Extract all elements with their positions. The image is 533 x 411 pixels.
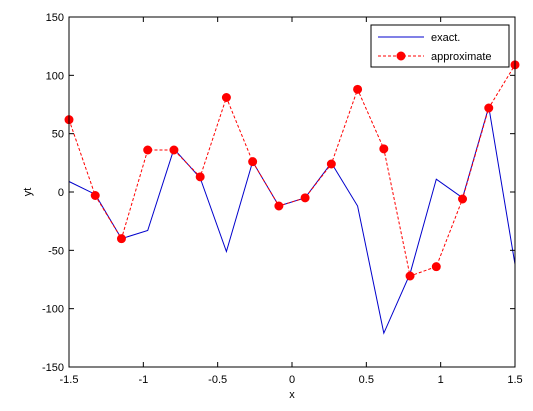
legend-approximate-marker [396, 51, 406, 61]
y-tick-label: -50 [48, 245, 64, 257]
series-approximate-point [116, 234, 126, 244]
x-tick-label: 1 [438, 374, 444, 386]
series-approximate-point [431, 262, 441, 272]
series-approximate-point [484, 103, 494, 113]
x-tick-label: -1 [138, 374, 148, 386]
series-approximate-point [405, 271, 415, 281]
legend-approximate-label: approximate [431, 51, 492, 63]
x-axis-label: x [289, 389, 295, 401]
series-approximate-point [169, 145, 179, 155]
y-tick-label: 0 [58, 187, 64, 199]
series-approximate-point [90, 191, 100, 200]
legend-exact-label: exact. [431, 32, 460, 44]
series-approximate-point [143, 145, 153, 155]
x-tick-label: 0 [289, 374, 295, 386]
legend-box [370, 24, 510, 68]
series-approximate-line [68, 64, 516, 277]
series-approximate-point [195, 172, 205, 182]
y-tick-label: -150 [42, 362, 64, 374]
series-approximate-point [221, 93, 231, 102]
ticks-layer: -1.5 -1 -0.5 0 0.5 1 1.5 -150 -100 -50 0 50 100 150 [42, 12, 523, 386]
legend: exact. approximate [370, 24, 510, 68]
series-approximate-point [379, 144, 389, 154]
x-tick-label: 0.5 [359, 374, 374, 386]
series-approximate-point [326, 159, 336, 169]
plot-area [69, 17, 515, 367]
series-layer [64, 60, 520, 335]
y-tick-label: 150 [46, 12, 64, 24]
x-tick-label: 1.5 [507, 374, 522, 386]
x-tick-label: -1.5 [60, 374, 79, 386]
series-approximate-point [458, 194, 468, 204]
series-approximate-point [248, 157, 258, 167]
x-tick-label: -0.5 [208, 374, 227, 386]
series-approximate-point [300, 193, 310, 203]
y-tick-label: 50 [52, 129, 64, 141]
series-approximate-point [274, 201, 284, 211]
series-approximate-point [353, 84, 363, 94]
y-tick-label: 100 [46, 70, 64, 82]
y-axis-label: yt [22, 188, 34, 197]
y-tick-label: -100 [42, 304, 64, 316]
